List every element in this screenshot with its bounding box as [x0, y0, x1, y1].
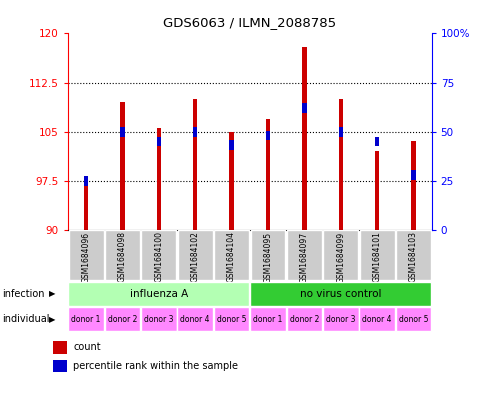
Text: individual: individual [2, 314, 50, 324]
Bar [156, 137, 161, 147]
Bar [229, 140, 233, 150]
Text: GSM1684101: GSM1684101 [372, 231, 381, 282]
Bar [105, 230, 140, 281]
Bar [69, 230, 104, 281]
Bar [287, 230, 321, 281]
Bar [338, 99, 342, 230]
Text: GSM1684102: GSM1684102 [190, 231, 199, 282]
Text: donor 4: donor 4 [362, 315, 391, 324]
Bar [193, 127, 197, 136]
Bar [359, 230, 393, 281]
Bar [338, 127, 342, 136]
Bar [177, 307, 212, 331]
Bar [265, 130, 270, 140]
Bar [302, 103, 306, 113]
Text: count: count [73, 342, 101, 353]
Text: GSM1684097: GSM1684097 [299, 231, 308, 283]
Text: donor 3: donor 3 [144, 315, 173, 324]
Bar [120, 127, 124, 136]
Bar [53, 360, 67, 372]
Bar [156, 129, 161, 230]
Text: percentile rank within the sample: percentile rank within the sample [73, 361, 238, 371]
Bar [322, 307, 358, 331]
Text: infection: infection [2, 289, 45, 299]
Text: GSM1684098: GSM1684098 [118, 231, 127, 283]
Bar [395, 307, 430, 331]
Text: ▶: ▶ [48, 289, 55, 298]
Bar [250, 307, 285, 331]
Bar [410, 141, 415, 230]
Bar [395, 230, 430, 281]
Text: donor 4: donor 4 [180, 315, 210, 324]
Text: donor 3: donor 3 [325, 315, 355, 324]
Bar [214, 230, 249, 281]
Bar [141, 230, 176, 281]
Text: donor 1: donor 1 [71, 315, 101, 324]
Bar [68, 282, 249, 306]
Bar [53, 341, 67, 354]
Text: donor 2: donor 2 [289, 315, 318, 324]
Bar [359, 307, 394, 331]
Bar [68, 307, 104, 331]
Text: GSM1684096: GSM1684096 [81, 231, 91, 283]
Bar [322, 230, 357, 281]
Text: GSM1684095: GSM1684095 [263, 231, 272, 283]
Bar [177, 230, 212, 281]
Text: donor 1: donor 1 [253, 315, 282, 324]
Text: ▶: ▶ [48, 315, 55, 324]
Text: donor 5: donor 5 [216, 315, 246, 324]
Bar [105, 307, 140, 331]
Bar [193, 99, 197, 230]
Text: influenza A: influenza A [129, 289, 188, 299]
Title: GDS6063 / ILMN_2088785: GDS6063 / ILMN_2088785 [163, 17, 335, 29]
Bar [374, 137, 378, 147]
Bar [250, 282, 430, 306]
Bar [120, 102, 124, 230]
Text: no virus control: no virus control [299, 289, 381, 299]
Text: donor 5: donor 5 [398, 315, 427, 324]
Bar [265, 119, 270, 230]
Text: GSM1684103: GSM1684103 [408, 231, 417, 283]
Text: GSM1684100: GSM1684100 [154, 231, 163, 283]
Bar [374, 151, 378, 230]
Bar [141, 307, 176, 331]
Text: GSM1684104: GSM1684104 [227, 231, 236, 283]
Bar [84, 181, 88, 230]
Bar [286, 307, 321, 331]
Text: GSM1684099: GSM1684099 [335, 231, 345, 283]
Bar [410, 170, 415, 180]
Bar [213, 307, 249, 331]
Bar [84, 176, 88, 185]
Bar [302, 46, 306, 230]
Text: donor 2: donor 2 [107, 315, 137, 324]
Bar [229, 132, 233, 230]
Bar [250, 230, 285, 281]
